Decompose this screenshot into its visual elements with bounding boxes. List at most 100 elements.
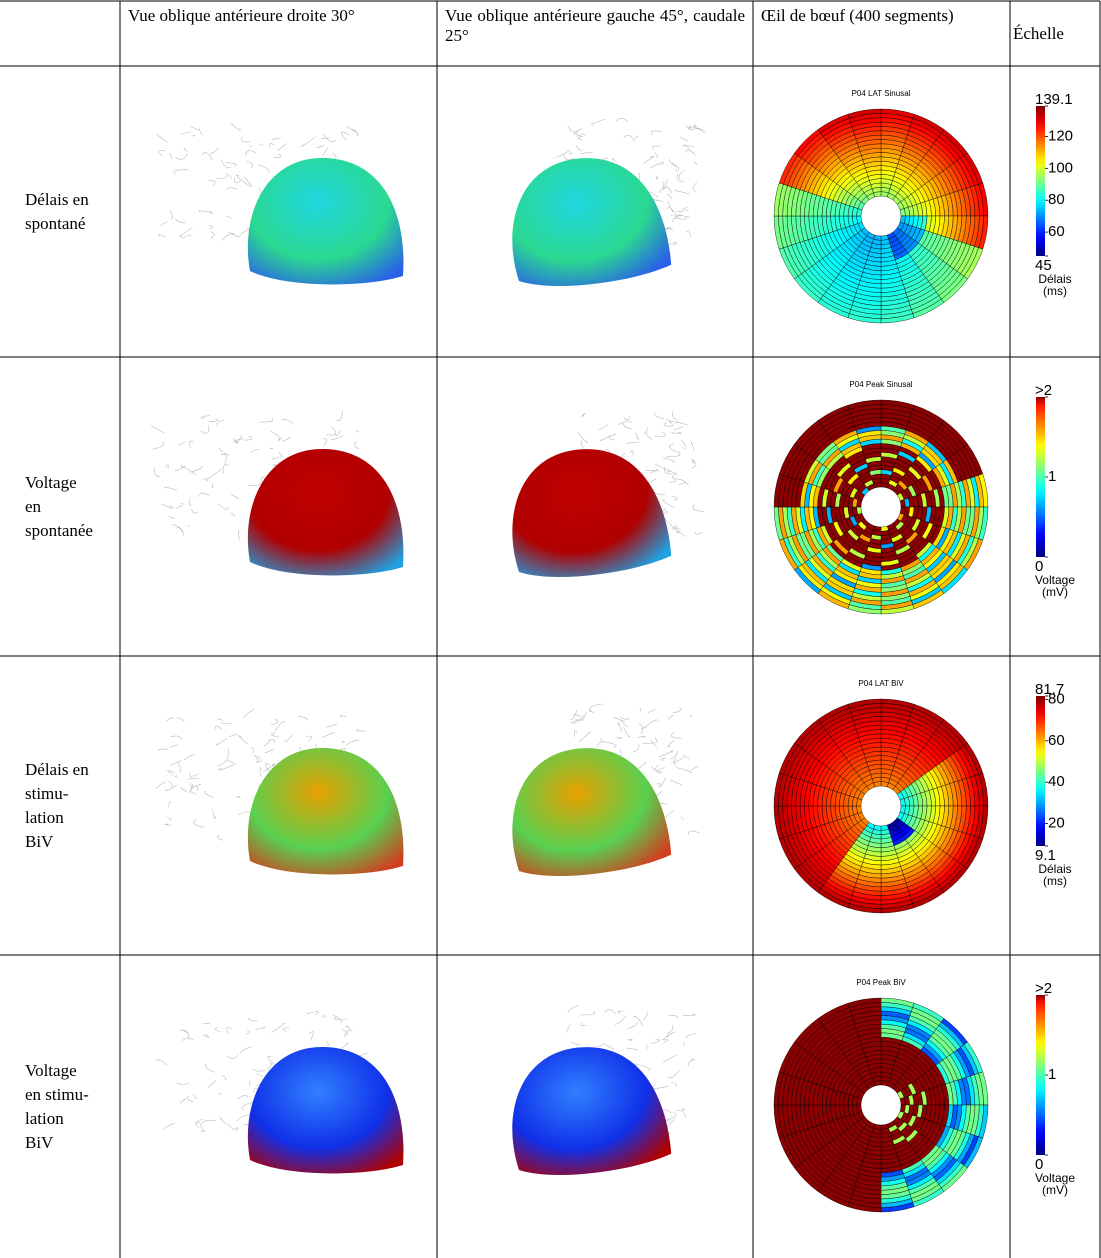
mesh-stroke <box>180 787 188 793</box>
mesh-stroke <box>601 740 617 748</box>
mesh-stroke <box>221 722 232 724</box>
mesh-stroke <box>187 524 191 527</box>
scale-label: 40 <box>1048 773 1065 790</box>
mesh-stroke <box>355 430 360 433</box>
mesh-stroke <box>333 1016 348 1020</box>
header-cell: Vue oblique antérieure droite 30° <box>128 6 355 25</box>
mesh-stroke <box>236 434 243 443</box>
mesh-stroke <box>689 765 700 773</box>
mesh-stroke <box>671 756 684 763</box>
mesh-stroke <box>598 424 608 431</box>
mesh-stroke <box>202 1119 217 1124</box>
mesh-stroke <box>668 522 680 533</box>
mesh-stroke <box>669 443 678 453</box>
mesh-stroke <box>215 172 228 180</box>
mesh-stroke <box>198 128 203 136</box>
mesh-stroke <box>188 784 194 794</box>
mesh-stroke <box>649 162 664 169</box>
mesh-stroke <box>195 1118 204 1128</box>
mesh-stroke <box>575 712 587 721</box>
mesh-stroke <box>215 737 228 746</box>
mesh-stroke <box>570 1041 580 1046</box>
mesh-stroke <box>259 143 264 147</box>
mesh-stroke <box>345 125 360 136</box>
row-label: Voltage en stimu­lation BiV <box>25 1060 89 1152</box>
mesh-stroke <box>266 1063 273 1070</box>
mesh-stroke <box>655 152 659 158</box>
mesh-stroke <box>276 143 287 152</box>
bullseye-segment <box>847 997 882 1008</box>
mesh-stroke <box>172 524 184 534</box>
mesh-stroke <box>200 1130 206 1133</box>
mesh-stroke <box>210 231 215 239</box>
scale-unit: Délais <box>1038 272 1071 286</box>
mesh-stroke <box>208 418 219 423</box>
mesh-stroke <box>233 438 244 443</box>
mesh-stroke <box>673 425 684 431</box>
mesh-stroke <box>155 781 166 789</box>
mesh-stroke <box>222 1074 227 1080</box>
mesh-stroke <box>191 508 199 514</box>
mesh-stroke <box>322 133 336 143</box>
mesh-stroke <box>245 150 257 156</box>
header-cell: Vue oblique antérieure gauche 45°, cauda… <box>445 6 745 45</box>
mesh-stroke <box>671 524 678 530</box>
mesh-stroke <box>682 1108 687 1118</box>
mesh-stroke <box>672 411 679 421</box>
mesh-stroke <box>675 421 688 426</box>
mesh-stroke <box>565 1023 571 1033</box>
mesh-stroke <box>672 215 682 223</box>
mesh-stroke <box>351 128 358 137</box>
mesh-stroke <box>201 152 213 161</box>
mesh-stroke <box>150 425 165 433</box>
mesh-stroke <box>227 748 229 759</box>
bullseye-title: P04 Peak BiV <box>856 978 906 987</box>
mesh-stroke <box>662 1038 669 1043</box>
mesh-stroke <box>612 157 616 163</box>
mesh-stroke <box>175 503 184 509</box>
mesh-stroke <box>666 227 674 231</box>
mesh-stroke <box>220 453 228 464</box>
mesh-stroke <box>155 1059 168 1066</box>
mesh-stroke <box>227 1123 232 1129</box>
mesh-stroke <box>234 177 241 183</box>
mesh-stroke <box>615 118 628 122</box>
mesh-stroke <box>573 714 582 717</box>
mesh-stroke <box>251 448 260 454</box>
mesh-stroke <box>666 451 681 457</box>
mesh-stroke <box>675 767 690 772</box>
mesh-stroke <box>259 767 262 777</box>
mesh-stroke <box>168 801 172 808</box>
mesh-stroke <box>168 780 173 788</box>
mesh-stroke <box>661 181 665 189</box>
mesh-stroke <box>670 1081 677 1087</box>
mesh-stroke <box>674 215 688 220</box>
scale-label: 120 <box>1048 127 1073 144</box>
mesh-stroke <box>570 710 578 720</box>
mesh-stroke <box>192 1094 197 1100</box>
mesh-stroke <box>243 708 255 719</box>
mesh-stroke <box>176 527 185 537</box>
mesh-stroke <box>341 131 349 136</box>
mesh-stroke <box>248 481 261 487</box>
mesh-stroke <box>152 441 165 450</box>
scale-label: 0 <box>1035 558 1043 575</box>
mesh-stroke <box>208 180 216 186</box>
mesh-stroke <box>626 1047 639 1051</box>
mesh-stroke <box>618 420 632 425</box>
mesh-stroke <box>578 731 591 743</box>
mesh-stroke <box>269 447 274 450</box>
mesh-stroke <box>271 452 282 459</box>
mesh-stroke <box>688 125 700 130</box>
mesh-stroke <box>666 193 673 199</box>
mesh-stroke <box>282 1027 289 1032</box>
mesh-stroke <box>662 457 676 463</box>
mesh-stroke <box>176 717 185 722</box>
mesh-stroke <box>221 233 235 241</box>
mesh-stroke <box>165 785 177 792</box>
mesh-stroke <box>577 133 583 140</box>
mesh-stroke <box>325 1040 330 1046</box>
mesh-stroke <box>662 1031 676 1041</box>
mesh-stroke <box>655 175 658 180</box>
